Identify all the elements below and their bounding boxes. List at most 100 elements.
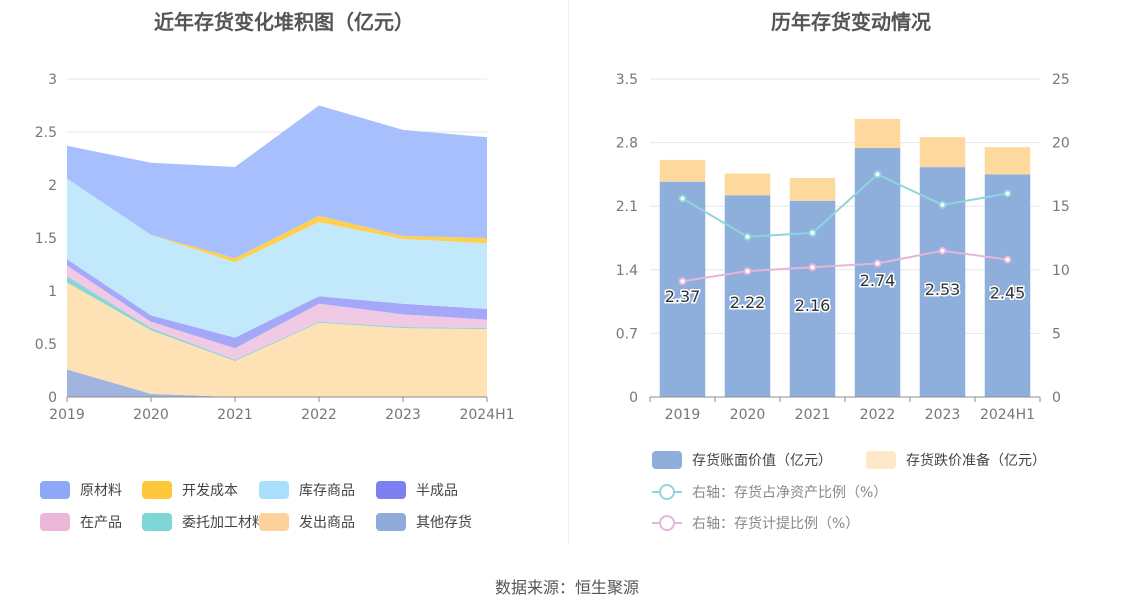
legend-label: 在产品 <box>80 515 122 531</box>
point-右轴：存货计提比例（%）-2020 <box>743 267 752 276</box>
right-x-tick-label: 2023 <box>925 407 961 423</box>
right-x-tick-label: 2019 <box>665 407 701 423</box>
left-y-tick-label: 0.5 <box>35 337 57 353</box>
legend-label: 发出商品 <box>299 515 355 531</box>
left-x-tick-label: 2021 <box>217 407 253 423</box>
right-y-right-tick-label: 20 <box>1052 136 1070 152</box>
right-x-tick-label: 2022 <box>860 407 896 423</box>
legend-swatch <box>40 513 70 531</box>
point-右轴：存货占净资产比例（%）-2020 <box>743 232 752 241</box>
legend-item-开发成本[interactable]: 开发成本 <box>142 480 238 500</box>
right-y-right-tick-label: 10 <box>1052 263 1070 279</box>
legend-item-存货跌价准备（亿元）[interactable]: 存货跌价准备（亿元） <box>866 450 1046 470</box>
area-其他存货 <box>67 369 487 397</box>
point-右轴：存货计提比例（%）-2019 <box>678 277 687 286</box>
bar-存货跌价准备（亿元）-2023 <box>919 137 966 168</box>
point-右轴：存货占净资产比例（%）-2019 <box>678 194 687 203</box>
right-chart-title: 历年存货变动情况 <box>771 10 931 34</box>
bar-data-label: 2.16 <box>795 296 831 315</box>
legend-item-库存商品[interactable]: 库存商品 <box>259 480 355 500</box>
point-右轴：存货计提比例（%）-2022 <box>873 259 882 268</box>
bar-存货跌价准备（亿元）-2022 <box>854 118 901 149</box>
legend-item-在产品[interactable]: 在产品 <box>40 512 122 532</box>
left-y-tick-label: 1 <box>48 284 57 300</box>
legend-item-半成品[interactable]: 半成品 <box>376 480 458 500</box>
point-右轴：存货占净资产比例（%）-2021 <box>808 228 817 237</box>
legend-swatch <box>142 513 172 531</box>
area-半成品 <box>67 259 487 349</box>
legend-label: 存货跌价准备（亿元） <box>906 453 1046 469</box>
legend-swatch <box>259 513 289 531</box>
bar-存货跌价准备（亿元）-2024H1 <box>984 147 1031 175</box>
right-x-tick-label: 2021 <box>795 407 831 423</box>
point-右轴：存货计提比例（%）-2024H1 <box>1003 255 1012 264</box>
area-原材料 <box>67 105 487 259</box>
right-y-right-tick-label: 5 <box>1052 326 1061 342</box>
left-x-tick-label: 2022 <box>301 407 337 423</box>
left-x-tick-label: 2020 <box>133 407 169 423</box>
legend-label: 库存商品 <box>299 483 355 499</box>
bar-data-label: 2.74 <box>860 271 896 290</box>
legend-swatch <box>142 481 172 499</box>
right-y-right-tick-label: 25 <box>1052 72 1070 88</box>
bar-data-label: 2.22 <box>730 293 766 312</box>
legend-label: 开发成本 <box>182 483 238 499</box>
legend-label: 委托加工材料 <box>182 515 266 531</box>
area-发出商品 <box>67 282 487 397</box>
left-x-tick-label: 2024H1 <box>459 407 514 423</box>
legend-item-其他存货[interactable]: 其他存货 <box>376 512 472 532</box>
point-右轴：存货计提比例（%）-2023 <box>938 246 947 255</box>
bar-存货跌价准备（亿元）-2020 <box>724 173 771 196</box>
legend-label: 原材料 <box>80 483 122 499</box>
legend-item-原材料[interactable]: 原材料 <box>40 480 122 500</box>
bar-存货账面价值（亿元）-2024H1 <box>984 174 1031 397</box>
bar-存货跌价准备（亿元）-2021 <box>789 178 836 201</box>
legend-item-发出商品[interactable]: 发出商品 <box>259 512 355 532</box>
right-y-left-tick-label: 0.7 <box>616 326 638 342</box>
legend-line-icon <box>652 483 682 501</box>
legend-item-右轴：存货计提比例（%）[interactable]: 右轴：存货计提比例（%） <box>652 513 859 533</box>
bar-存货账面价值（亿元）-2022 <box>854 148 901 397</box>
right-y-left-tick-label: 1.4 <box>616 263 638 279</box>
panel-divider <box>568 0 569 545</box>
left-y-tick-label: 3 <box>48 72 57 88</box>
left-y-tick-label: 2.5 <box>35 125 57 141</box>
legend-item-委托加工材料[interactable]: 委托加工材料 <box>142 512 266 532</box>
right-x-tick-label: 2024H1 <box>980 407 1035 423</box>
legend-swatch <box>652 451 682 469</box>
bar-存货跌价准备（亿元）-2019 <box>659 159 706 182</box>
legend-swatch <box>40 481 70 499</box>
legend-swatch <box>376 481 406 499</box>
legend-item-存货账面价值（亿元）[interactable]: 存货账面价值（亿元） <box>652 450 832 470</box>
legend-label: 存货账面价值（亿元） <box>692 453 832 469</box>
point-右轴：存货计提比例（%）-2021 <box>808 263 817 272</box>
point-右轴：存货占净资产比例（%）-2024H1 <box>1003 189 1012 198</box>
right-y-left-tick-label: 2.1 <box>616 199 638 215</box>
legend-label: 其他存货 <box>416 515 472 531</box>
right-y-right-tick-label: 15 <box>1052 199 1070 215</box>
left-y-tick-label: 1.5 <box>35 231 57 247</box>
line-右轴：存货计提比例（%） <box>682 249 1008 283</box>
left-x-tick-label: 2023 <box>385 407 421 423</box>
bar-存货账面价值（亿元）-2019 <box>659 181 706 397</box>
legend-label: 半成品 <box>416 483 458 499</box>
legend-label: 右轴：存货占净资产比例（%） <box>692 485 888 501</box>
bar-data-label: 2.45 <box>990 283 1026 302</box>
left-y-tick-label: 0 <box>48 390 57 406</box>
point-右轴：存货占净资产比例（%）-2023 <box>938 200 947 209</box>
bar-data-label: 2.53 <box>925 280 961 299</box>
left-chart-title: 近年存货变化堆积图（亿元） <box>154 10 414 34</box>
legend-line-icon <box>652 514 682 532</box>
bar-data-label: 2.37 <box>665 287 701 306</box>
left-y-tick-label: 2 <box>48 178 57 194</box>
right-y-left-tick-label: 0 <box>629 390 638 406</box>
legend-swatch <box>259 481 289 499</box>
right-y-left-tick-label: 3.5 <box>616 72 638 88</box>
legend-item-右轴：存货占净资产比例（%）[interactable]: 右轴：存货占净资产比例（%） <box>652 482 887 502</box>
left-x-tick-label: 2019 <box>49 407 85 423</box>
data-source: 数据来源：恒生聚源 <box>494 578 639 597</box>
right-y-right-tick-label: 0 <box>1052 390 1061 406</box>
legend-label: 右轴：存货计提比例（%） <box>692 516 860 532</box>
right-x-tick-label: 2020 <box>730 407 766 423</box>
